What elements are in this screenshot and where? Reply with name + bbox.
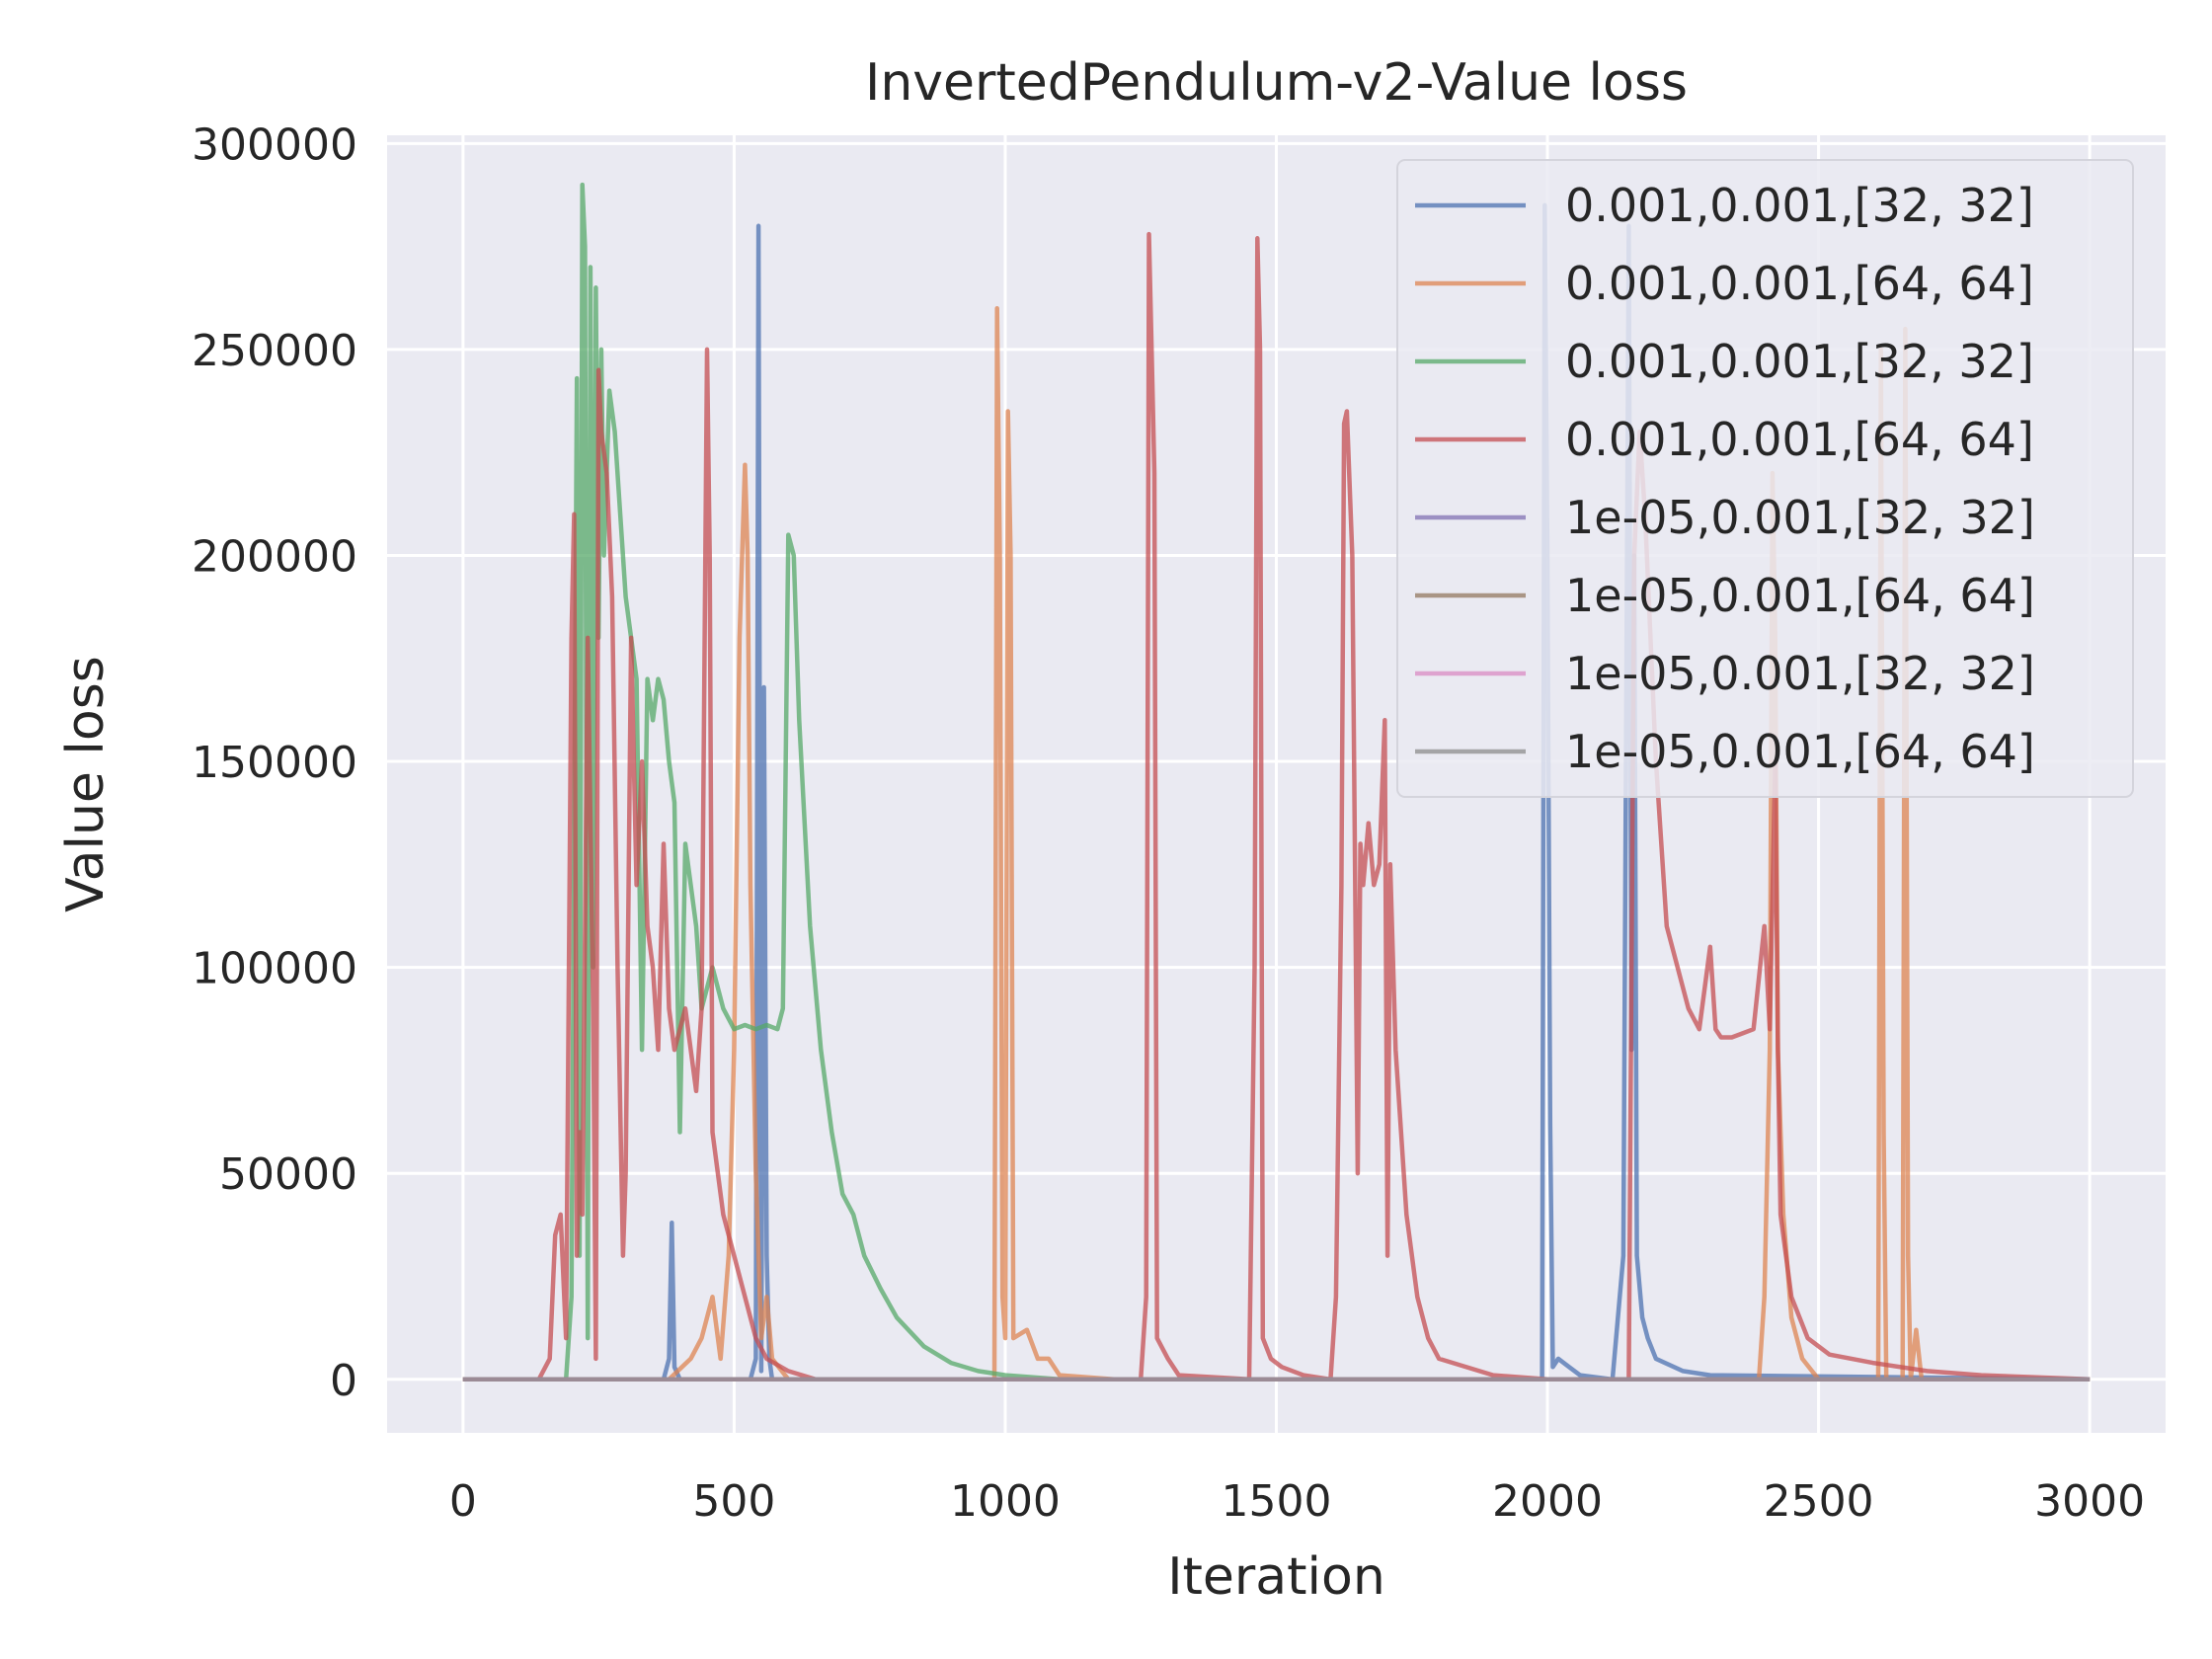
x-tick-label: 3000 <box>2034 1476 2145 1527</box>
x-tick-label: 0 <box>449 1476 477 1527</box>
series-line-2 <box>462 305 2091 1382</box>
x-axis-label: Iteration <box>1167 1547 1385 1607</box>
legend-frame <box>1396 159 2134 798</box>
y-tick-label: 300000 <box>192 119 357 170</box>
y-tick-label: 200000 <box>192 531 357 582</box>
legend-entry-label: 0.001,0.001,[32, 32] <box>1565 335 2034 388</box>
legend-entry-label: 0.001,0.001,[64, 64] <box>1565 257 2034 310</box>
y-tick-label: 50000 <box>219 1149 357 1200</box>
x-tick-label: 500 <box>692 1476 775 1527</box>
legend-entry-label: 1e-05,0.001,[64, 64] <box>1565 725 2035 778</box>
legend-entry-label: 1e-05,0.001,[32, 32] <box>1565 491 2035 544</box>
x-tick-label: 2000 <box>1492 1476 1603 1527</box>
legend: 0.001,0.001,[32, 32] 0.001,0.001,[64, 64]… <box>1396 159 2134 798</box>
legend-entry-label: 1e-05,0.001,[64, 64] <box>1565 569 2035 622</box>
x-tick-label: 2500 <box>1764 1476 1874 1527</box>
series-line-3 <box>462 182 2091 1382</box>
x-tick-label: 1500 <box>1222 1476 1332 1527</box>
y-axis-label: Value loss <box>56 656 116 912</box>
x-axis-ticks: 0 500 1000 1500 2000 2500 3000 <box>449 1476 2145 1527</box>
series-line-4 <box>462 231 2091 1382</box>
y-tick-label: 250000 <box>192 326 357 376</box>
y-tick-label: 100000 <box>192 944 357 994</box>
legend-entry-label: 1e-05,0.001,[32, 32] <box>1565 647 2035 700</box>
legend-entry-label: 0.001,0.001,[32, 32] <box>1565 179 2034 232</box>
x-tick-label: 1000 <box>950 1476 1061 1527</box>
chart-title: InvertedPendulum-v2-Value loss <box>865 53 1688 113</box>
y-tick-label: 0 <box>330 1356 357 1406</box>
series-lines <box>462 182 2091 1382</box>
y-tick-label: 150000 <box>192 738 357 788</box>
legend-entry-label: 0.001,0.001,[64, 64] <box>1565 413 2034 466</box>
y-axis-ticks: 0 50000 100000 150000 200000 250000 300000 <box>192 119 357 1405</box>
